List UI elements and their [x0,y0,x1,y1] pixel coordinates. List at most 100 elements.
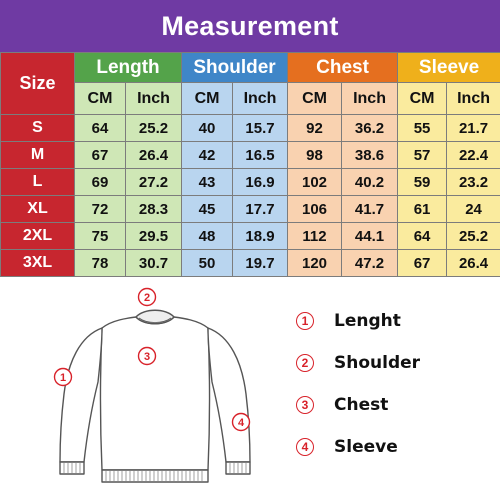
legend-item: 3 Chest [296,384,496,426]
sweater-right-sleeve [207,327,251,463]
unit-header: Inch [232,82,289,115]
table-cell: 43 [181,168,234,196]
table-cell: 18.9 [232,222,289,250]
unit-header: CM [287,82,343,115]
legend-number-icon: 1 [296,312,314,330]
table-row: S 64 25.2 40 15.7 92 36.2 55 21.7 [0,114,500,142]
unit-header: CM [74,82,126,115]
page-title: Measurement [161,10,339,41]
marker-label: 2 [144,292,150,304]
table-cell: 30.7 [124,249,183,277]
table-cell: 64 [74,114,126,142]
table-cell: 16.5 [232,141,289,169]
legend-item: 1 Lenght [296,300,496,342]
table-row: M 67 26.4 42 16.5 98 38.6 57 22.4 [0,141,500,169]
table-cell: 36.2 [341,114,399,142]
size-column-header: Size [0,52,75,115]
sweater-collar [135,309,175,325]
size-cell: S [0,114,75,142]
table-cell: 38.6 [341,141,399,169]
table-cell: 25.2 [446,222,500,250]
table-cell: 16.9 [232,168,289,196]
group-header-sleeve: Sleeve [397,52,500,83]
table-cell: 112 [287,222,343,250]
table-cell: 24 [446,195,500,223]
table-cell: 21.7 [446,114,500,142]
legend-number-icon: 2 [296,354,314,372]
marker-4-icon: 4 [231,412,251,432]
legend-label: Lenght [334,311,401,331]
table-cell: 22.4 [446,141,500,169]
table-cell: 120 [287,249,343,277]
marker-label: 1 [60,372,66,384]
group-header-length: Length [73,52,183,83]
unit-header: CM [397,82,448,115]
table-cell: 45 [181,195,234,223]
table-cell: 23.2 [446,168,500,196]
sweater-hem [101,469,209,483]
marker-1-icon: 1 [53,367,73,387]
table-cell: 78 [74,249,126,277]
table-cell: 27.2 [124,168,183,196]
table-cell: 40 [181,114,234,142]
legend-label: Shoulder [334,353,421,373]
table-cell: 57 [397,141,448,169]
table-cell: 61 [397,195,448,223]
legend-item: 4 Sleeve [296,426,496,468]
legend-label: Chest [334,395,389,415]
table-cell: 92 [287,114,343,142]
table-cell: 72 [74,195,126,223]
marker-2-icon: 2 [137,287,157,307]
table-row: XL 72 28.3 45 17.7 106 41.7 61 24 [0,195,500,223]
table-cell: 26.4 [446,249,500,277]
unit-header: Inch [124,82,183,115]
table-row: 3XL 78 30.7 50 19.7 120 47.2 67 26.4 [0,249,500,277]
legend-number-icon: 3 [296,396,314,414]
size-cell: L [0,168,75,196]
size-cell: 3XL [0,249,75,277]
table-cell: 55 [397,114,448,142]
size-cell: M [0,141,75,169]
table-row: L 69 27.2 43 16.9 102 40.2 59 23.2 [0,168,500,196]
table-cell: 41.7 [341,195,399,223]
table-cell: 59 [397,168,448,196]
table-cell: 98 [287,141,343,169]
group-header-shoulder: Shoulder [181,52,289,83]
table-cell: 29.5 [124,222,183,250]
table-cell: 19.7 [232,249,289,277]
size-cell: 2XL [0,222,75,250]
table-cell: 75 [74,222,126,250]
table-cell: 48 [181,222,234,250]
table-cell: 26.4 [124,141,183,169]
unit-header: Inch [341,82,399,115]
table-cell: 67 [397,249,448,277]
table-cell: 25.2 [124,114,183,142]
unit-header: CM [181,82,234,115]
table-cell: 106 [287,195,343,223]
unit-header: Inch [446,82,500,115]
sweater-left-sleeve [59,327,103,463]
table-cell: 40.2 [341,168,399,196]
table-cell: 47.2 [341,249,399,277]
table-row: 2XL 75 29.5 48 18.9 112 44.1 64 25.2 [0,222,500,250]
table-cell: 15.7 [232,114,289,142]
legend-number-icon: 4 [296,438,314,456]
title-banner: Measurement [0,0,500,52]
table-cell: 42 [181,141,234,169]
sweater-body [99,316,211,471]
size-chart-table: Size Length Shoulder Chest Sleeve CM Inc… [0,52,500,277]
legend-label: Sleeve [334,437,398,457]
table-cell: 50 [181,249,234,277]
marker-3-icon: 3 [137,346,157,366]
legend-item: 2 Shoulder [296,342,496,384]
table-cell: 69 [74,168,126,196]
sweater-diagram: 2 3 1 4 [53,287,251,483]
table-cell: 64 [397,222,448,250]
table-cell: 17.7 [232,195,289,223]
marker-label: 4 [238,417,245,429]
table-cell: 67 [74,141,126,169]
table-cell: 28.3 [124,195,183,223]
size-cell: XL [0,195,75,223]
measurement-legend: 1 Lenght 2 Shoulder 3 Chest 4 Sleeve [296,300,496,468]
marker-label: 3 [144,351,150,363]
